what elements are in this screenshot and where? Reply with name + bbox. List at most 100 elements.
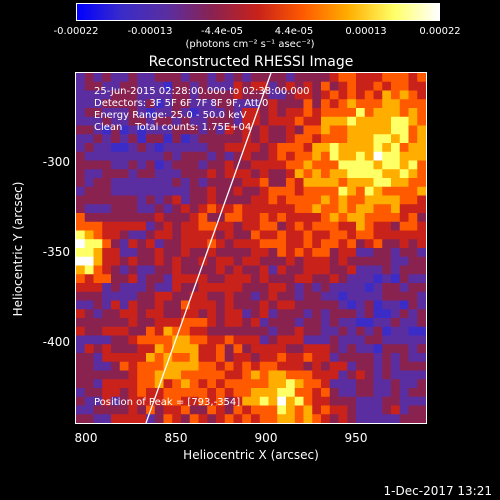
heatmap-cell: [189, 204, 200, 214]
heatmap-cell: [303, 291, 313, 302]
heatmap-cell: [312, 116, 322, 127]
heatmap-cell: [216, 239, 226, 249]
heatmap-cell: [224, 318, 235, 328]
heatmap-cell: [111, 169, 121, 179]
heatmap-cell: [154, 414, 165, 423]
heatmap-cell: [111, 73, 121, 83]
heatmap-cell: [382, 300, 392, 310]
heatmap-cell: [364, 248, 375, 258]
heatmap-cell: [128, 388, 138, 398]
heatmap-cell: [198, 134, 208, 144]
heatmap-cell: [198, 405, 208, 415]
heatmap-cell: [128, 81, 138, 92]
heatmap-cell: [391, 283, 401, 293]
heatmap-cell: [364, 178, 375, 188]
heatmap-cell: [321, 335, 331, 345]
heatmap-cell: [93, 213, 103, 223]
heatmap-cell: [364, 326, 375, 337]
heatmap-cell: [198, 353, 208, 363]
heatmap-cell: [172, 388, 182, 398]
heatmap-cell: [128, 414, 138, 423]
heatmap-cell: [277, 396, 287, 407]
heatmap-cell: [76, 396, 86, 407]
heatmap-cell: [329, 370, 340, 380]
heatmap-cell: [154, 274, 165, 284]
heatmap-cell: [76, 221, 86, 232]
heatmap-cell: [347, 335, 357, 345]
heatmap-cell: [242, 143, 252, 153]
heatmap-cell: [347, 283, 357, 293]
heatmap-cell: [163, 300, 173, 310]
heatmap-cell: [242, 309, 252, 319]
heatmap-cell: [303, 309, 313, 319]
heatmap-cell: [286, 344, 296, 354]
heatmap-cell: [84, 169, 95, 179]
heatmap-cell: [189, 274, 200, 284]
heatmap-cell: [391, 108, 401, 118]
heatmap-cell: [399, 248, 410, 258]
heatmap-cell: [399, 414, 410, 423]
heatmap-cell: [408, 204, 418, 214]
heatmap-cell: [399, 116, 410, 127]
heatmap-cell: [286, 414, 296, 423]
heatmap-cell: [373, 370, 383, 380]
heatmap-cell: [84, 353, 95, 363]
heatmap-cell: [102, 405, 112, 415]
heatmap-cell: [172, 213, 182, 223]
heatmap-cell: [303, 221, 313, 232]
heatmap-cell: [294, 291, 305, 302]
heatmap-cell: [76, 151, 86, 162]
heatmap-cell: [277, 361, 287, 372]
heatmap-cell: [128, 405, 138, 415]
heatmap-cell: [207, 213, 217, 223]
heatmap-cell: [128, 151, 138, 162]
heatmap-cell: [76, 361, 86, 372]
heatmap-cell: [399, 388, 410, 398]
heatmap-cell: [154, 143, 165, 153]
heatmap-cell: [233, 151, 243, 162]
heatmap-cell: [119, 230, 130, 240]
heatmap-cell: [76, 186, 86, 197]
heatmap-cell: [373, 291, 383, 302]
heatmap-cell: [373, 73, 383, 83]
heatmap-cell: [76, 326, 86, 337]
heatmap-cell: [338, 370, 348, 380]
heatmap-cell: [119, 256, 130, 267]
heatmap-cell: [251, 151, 261, 162]
heatmap-cell: [93, 370, 103, 380]
heatmap-cell: [251, 318, 261, 328]
heatmap-cell: [364, 151, 375, 162]
heatmap-cell: [321, 414, 331, 423]
heatmap-cell: [408, 239, 418, 249]
heatmap-cell: [294, 73, 305, 83]
heatmap-cell: [259, 134, 270, 144]
heatmap-cell: [102, 256, 112, 267]
heatmap-cell: [163, 169, 173, 179]
heatmap-cell: [373, 125, 383, 135]
y-tick-label: -350: [42, 245, 70, 259]
heatmap-cell: [242, 195, 252, 205]
heatmap-cell: [329, 309, 340, 319]
heatmap-cell: [251, 90, 261, 100]
heatmap-cell: [172, 291, 182, 302]
colorbar: [76, 3, 440, 21]
heatmap-cell: [172, 73, 182, 83]
heatmap-cell: [277, 178, 287, 188]
info-time-range: 25-Jun-2015 02:28:00.000 to 02:38:00.000: [94, 86, 310, 97]
heatmap-cell: [84, 125, 95, 135]
heatmap-cell: [391, 396, 401, 407]
heatmap-cell: [163, 309, 173, 319]
heatmap-cell: [399, 221, 410, 232]
heatmap-cell: [312, 379, 322, 389]
heatmap-cell: [373, 414, 383, 423]
colorbar-tick: -0.00022: [53, 26, 99, 37]
heatmap-cell: [294, 81, 305, 92]
heatmap-cell: [364, 396, 375, 407]
heatmap-cell: [408, 361, 418, 372]
heatmap-cell: [198, 396, 208, 407]
heatmap-cell: [224, 90, 235, 100]
heatmap-cell: [146, 99, 156, 109]
heatmap-cell: [338, 405, 348, 415]
heatmap-cell: [338, 230, 348, 240]
heatmap-cell: [294, 388, 305, 398]
